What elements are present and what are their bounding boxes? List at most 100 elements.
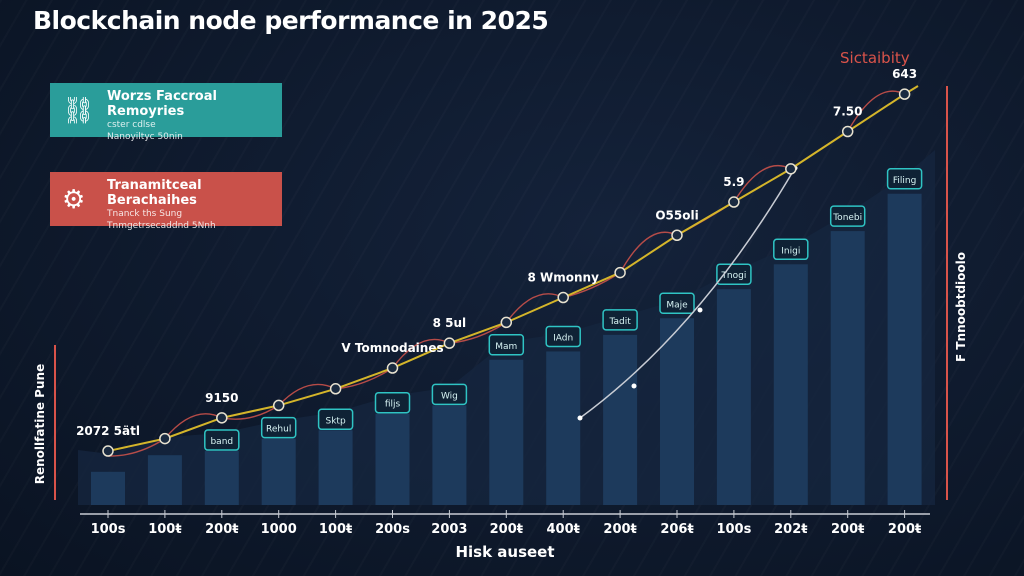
bar [318,430,353,505]
point-label: 7.50 [833,105,863,119]
bar-label-text: Rehul [266,425,291,435]
bar [773,264,808,505]
bar-label-box [260,416,297,439]
x-tick-label: 100s [716,522,751,537]
bar-label: Tadit [602,309,638,331]
x-tick-label: 202ŧ [774,522,807,537]
bar-label-text: Tonebi [832,213,862,223]
bar [716,289,751,505]
bar-label-box [886,168,923,190]
line-point [557,291,569,304]
bar [489,359,524,505]
bar-label-text: filjs [385,400,401,410]
bar-label: Wig [431,383,468,406]
bar-label: Filing [886,168,923,190]
bar-label-box [545,325,581,348]
bar-label-text: Wig [441,391,458,401]
point-label: 5.9 [723,175,744,189]
x-tick-label: 200ŧ [831,522,864,537]
legend-heading: Tranamitceal Berachaihes [107,178,202,208]
line-series-label: Sictaibity [840,49,910,67]
line-point [728,196,740,208]
line-point [500,316,513,329]
bar-label-text: Maje [666,300,688,310]
legend-line: cster cdlse [107,120,156,130]
x-tick-label: 200s [375,522,410,537]
secondary-line [579,167,796,419]
x-tick-label: 100s [91,522,126,537]
bar-label: Tnogi [716,263,752,285]
bar-label-text: Sktp [326,416,346,426]
bar [91,471,125,505]
line-point [841,125,854,138]
point-label: V Tomnodaines [341,341,443,355]
line-point [671,229,683,241]
x-tick-label: 200ŧ [490,522,523,537]
x-axis-label: Hisk auseet [455,543,555,561]
bar-label-box [602,309,638,331]
point-label: 8 5ul [433,316,467,330]
line-point [102,445,114,457]
bar-label: Tonebi [829,205,866,227]
line-point [159,432,171,445]
x-tick-label: 200ŧ [603,522,636,537]
y2-axis-label: F Tnnoobtdioolo [954,252,968,363]
bar-label: Rehul [260,416,297,439]
secondary-point [577,415,583,421]
x-tick-label: 206ŧ [660,522,693,537]
line-point [329,383,342,395]
bar-label-box [431,383,468,406]
x-tick-label: 1000 [261,522,297,537]
bar [887,193,922,505]
x-tick-label: 100ŧ [319,522,352,537]
x-tick-label: 200ŧ [888,522,921,537]
x-tick-label: 2003 [431,522,467,537]
bar-label: Maje [659,292,695,314]
trend-line [107,85,919,453]
bar [660,318,694,505]
legend-line: Nanoyiltyc 50nin [107,132,183,142]
point-label: 9150 [205,391,238,405]
point-label: 643 [892,67,917,81]
bar-label: band [204,429,240,451]
bar [432,405,467,505]
network-icon: ⛓ [62,96,96,126]
line-point [898,88,911,100]
x-tick-label: 200ŧ [205,522,238,537]
bar-label-box [773,238,809,261]
bar-label-text: band [210,437,233,447]
point-label: 8 Wmonny [527,271,599,285]
legend-item-1: ⛓ Worzs Faccroal Remoyries cster cdlse N… [50,83,282,142]
line-point [443,337,456,349]
secondary-point [631,383,637,389]
secondary-point [697,307,703,313]
legend-item-2: ⚙ Tranamitceal Berachaihes Tnanck ths Su… [50,172,282,231]
bar-label: Inigi [773,238,809,261]
bar [546,351,581,505]
x-tick-label: 400ŧ [547,522,580,537]
line-point [216,412,228,424]
bar-label-text: Inigi [781,246,800,256]
bar-label-box [204,429,240,451]
point-label: 2072 5ätl [76,424,140,438]
bar-label: Mam [488,334,525,356]
line-point [272,399,285,412]
bar-label-box [317,408,354,431]
red-line [107,90,905,457]
bar-label: IAdn [545,325,581,348]
bar-label-box [829,205,866,227]
line-point [386,362,399,374]
line-point [785,163,797,175]
bar-label-box [659,292,695,314]
y-axis-label: Renollfatine Pune [33,363,47,485]
bar-label-text: Tadit [608,317,631,327]
bar [261,438,296,505]
line-point [614,266,626,279]
bar [204,451,239,505]
bar-label-text: Tnogi [720,271,746,281]
bar-label-box [374,391,411,414]
bar-label: filjs [374,391,411,414]
bar-label-text: IAdn [553,333,573,343]
x-tick-label: 100ŧ [148,522,181,537]
